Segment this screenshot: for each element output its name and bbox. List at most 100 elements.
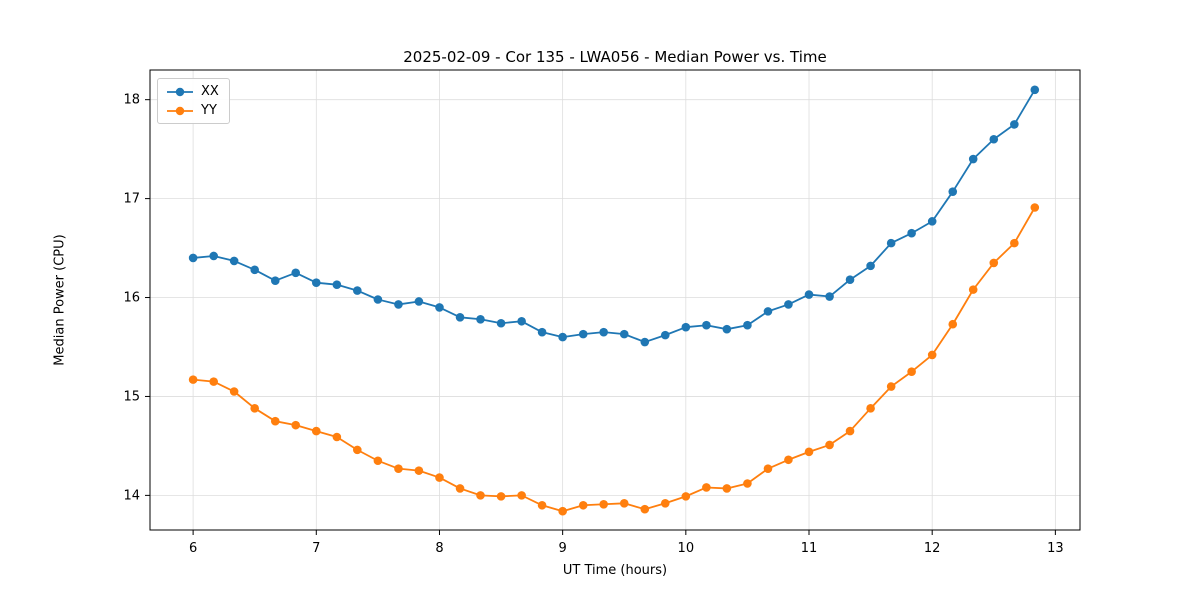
data-point-xx: [332, 280, 342, 289]
data-point-yy: [394, 464, 403, 473]
data-point-yy: [681, 492, 691, 501]
data-point-yy: [229, 387, 239, 396]
data-point-yy: [517, 491, 526, 500]
data-point-yy: [722, 484, 732, 493]
x-tick-label: 11: [801, 541, 818, 556]
data-point-xx: [311, 278, 321, 287]
data-point-xx: [804, 290, 814, 299]
data-point-yy: [558, 506, 567, 516]
data-point-xx: [681, 322, 691, 332]
data-point-xx: [825, 292, 834, 301]
data-point-xx: [435, 303, 444, 312]
y-tick-label: 16: [123, 291, 140, 306]
data-point-yy: [188, 375, 198, 384]
x-tick-label: 12: [924, 541, 941, 556]
data-point-yy: [476, 491, 485, 500]
data-point-yy: [845, 426, 855, 436]
data-point-xx: [1030, 85, 1040, 95]
data-point-yy: [250, 404, 260, 413]
legend-label-yy: YY: [201, 103, 217, 118]
series-line-yy: [193, 207, 1036, 513]
data-point-yy: [1030, 203, 1040, 212]
data-point-xx: [229, 256, 239, 266]
data-point-yy: [968, 285, 978, 294]
data-point-xx: [537, 327, 547, 337]
data-point-xx: [455, 313, 465, 322]
data-point-yy: [496, 492, 506, 501]
y-tick-label: 14: [123, 488, 140, 503]
series-line-xx: [193, 89, 1036, 343]
legend-item-yy: YY: [166, 103, 219, 118]
data-point-xx: [558, 332, 567, 342]
data-point-yy: [455, 484, 465, 493]
data-point-xx: [743, 320, 752, 330]
data-point-yy: [209, 377, 218, 386]
data-point-xx: [866, 261, 875, 271]
y-tick-label: 18: [123, 93, 140, 108]
data-point-yy: [291, 420, 301, 430]
y-tick-label: 15: [123, 389, 140, 404]
data-point-xx: [414, 297, 424, 306]
data-point-xx: [845, 275, 855, 285]
data-point-yy: [373, 456, 383, 466]
data-point-yy: [414, 466, 424, 475]
data-point-yy: [866, 404, 875, 413]
data-point-xx: [968, 154, 978, 164]
data-point-xx: [722, 324, 732, 334]
data-point-xx: [948, 187, 958, 196]
data-point-xx: [763, 307, 773, 316]
data-point-xx: [496, 318, 506, 328]
data-point-yy: [763, 464, 773, 473]
data-point-xx: [291, 268, 301, 278]
data-point-xx: [353, 286, 362, 295]
data-point-yy: [804, 447, 814, 457]
data-point-yy: [702, 483, 711, 492]
data-point-yy: [1010, 238, 1019, 248]
data-point-xx: [188, 253, 198, 263]
data-point-yy: [435, 473, 444, 482]
data-point-yy: [989, 258, 999, 268]
data-point-xx: [270, 276, 280, 286]
data-point-xx: [394, 300, 403, 309]
data-point-xx: [702, 320, 711, 330]
data-point-xx: [250, 265, 260, 275]
x-axis-label: UT Time (hours): [562, 563, 668, 578]
data-point-xx: [619, 329, 629, 339]
data-point-yy: [537, 500, 547, 510]
data-point-yy: [640, 504, 650, 514]
x-tick-label: 7: [312, 541, 320, 556]
legend-line-yy-icon: [167, 106, 193, 115]
data-point-yy: [907, 367, 916, 377]
legend-line-xx-icon: [167, 87, 193, 96]
chart-title: 2025-02-09 - Cor 135 - LWA056 - Median P…: [403, 48, 827, 66]
x-tick-label: 6: [189, 541, 197, 556]
data-point-yy: [270, 416, 280, 426]
data-point-xx: [989, 134, 999, 144]
data-point-xx: [927, 217, 937, 226]
data-point-yy: [886, 382, 896, 391]
data-point-xx: [784, 300, 793, 309]
legend: XX YY: [157, 78, 230, 124]
data-point-yy: [332, 432, 342, 442]
data-point-yy: [660, 498, 670, 508]
legend-label-xx: XX: [201, 84, 219, 99]
data-point-yy: [948, 319, 958, 329]
data-point-yy: [825, 440, 834, 450]
data-point-xx: [517, 316, 526, 326]
data-point-xx: [578, 329, 588, 339]
axes-frame: [149, 69, 1081, 531]
data-point-xx: [660, 330, 670, 340]
data-point-yy: [578, 500, 588, 510]
y-axis-label: Median Power (CPU): [52, 234, 68, 366]
data-point-yy: [311, 426, 321, 436]
data-point-yy: [927, 350, 937, 360]
data-point-yy: [353, 445, 362, 455]
data-point-xx: [640, 337, 650, 347]
x-tick-label: 9: [559, 541, 567, 556]
data-point-xx: [476, 314, 485, 324]
legend-item-xx: XX: [166, 84, 219, 99]
data-point-xx: [373, 295, 383, 304]
data-point-xx: [1010, 120, 1019, 129]
